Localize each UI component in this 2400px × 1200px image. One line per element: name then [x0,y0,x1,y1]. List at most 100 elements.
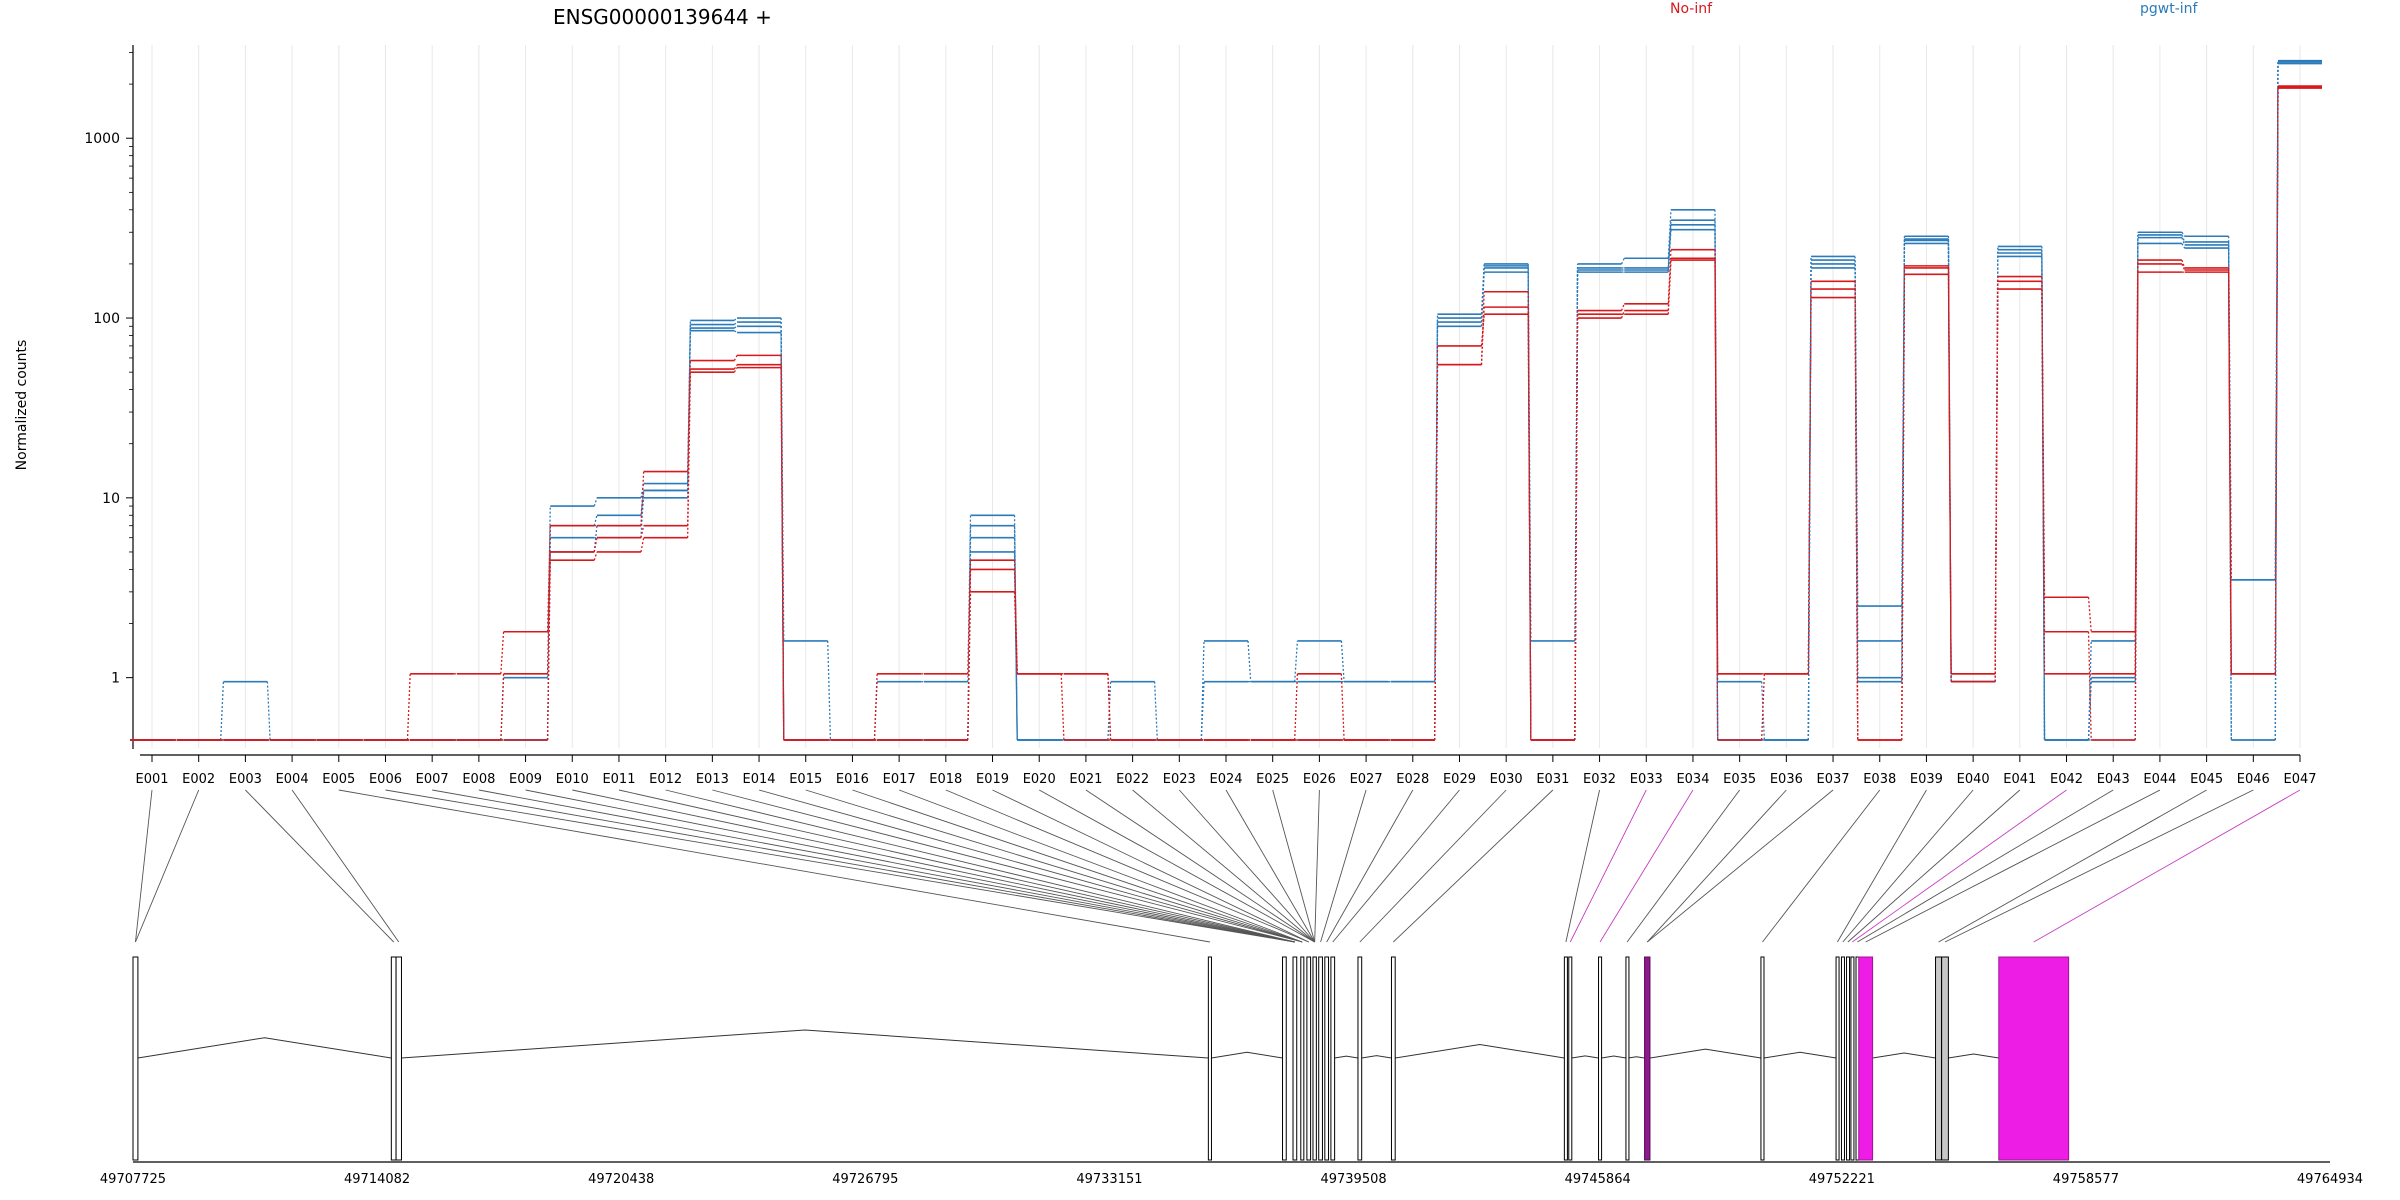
data-connector [1947,274,1952,674]
exon-label-e005: E005 [322,772,355,787]
data-connector [1620,310,1625,319]
exon-label-e010: E010 [556,772,589,787]
data-connector [640,537,645,553]
exon-connector-e033 [1569,789,1647,943]
data-connector [500,673,505,741]
data-connector [1994,281,1999,682]
data-connector [2087,681,2092,741]
exon-connector-e003 [245,789,395,943]
exon-box-14 [1390,956,1396,1161]
exon-label-e032: E032 [1583,772,1616,787]
connector-layer [135,789,2301,943]
exon-label-e039: E039 [1910,772,1943,787]
data-connector [1247,640,1252,682]
exon-label-e041: E041 [2003,772,2036,787]
data-connector [2181,234,2186,243]
data-connector [1714,258,1719,741]
data-connector [2181,237,2186,246]
exon-box-10 [1318,956,1323,1161]
exon-connector-e044 [1865,789,2161,943]
data-connector [2274,61,2279,741]
exon-label-e042: E042 [2050,772,2083,787]
exon-label-e029: E029 [1443,772,1476,787]
exon-connector-e002 [135,789,200,943]
y-axis-label: Normalized counts [14,340,30,471]
data-connector [640,483,645,498]
data-connector [2134,272,2139,674]
coordinate-layer: 49707725 49714082 49720438 49726795 49733151… [100,1161,2363,1187]
exon-box-21 [1835,956,1840,1161]
data-connector [1574,263,1579,641]
exon-box-26 [1858,956,1874,1161]
exon-connector-e040 [1842,789,1974,943]
exon-connector-e007 [432,789,1295,943]
data-connector [220,681,225,741]
data-connector [593,537,598,553]
y-tick-label: 1000 [84,131,120,147]
exon-connector-e001 [135,789,153,943]
data-connector [733,364,738,370]
y-tick-label: 100 [93,311,120,327]
data-connector [1480,267,1485,323]
exon-connector-e022 [1132,789,1315,943]
exon-box-19 [1644,956,1651,1161]
coordinate-tick-label: 49764934 [2297,1172,2363,1187]
exon-label-e047: E047 [2283,772,2316,787]
data-connector [1527,314,1532,741]
intron-line [1628,1056,1645,1059]
exon-connector-e031 [1393,789,1554,943]
data-connector [1620,303,1625,311]
exon-connector-e032 [1565,789,1601,943]
exon-box-13 [1357,956,1363,1161]
exon-connector-e014 [758,789,1303,943]
exon-label-e001: E001 [135,772,168,787]
exon-connector-e010 [572,789,1295,943]
data-connector [1107,673,1112,741]
exon-box-7 [1300,956,1305,1161]
intron-line [1211,1051,1283,1059]
legend-no-inf: No-inf [1670,1,1713,17]
data-connector [1667,249,1672,304]
exon-box-2 [390,956,397,1161]
exon-connector-e004 [291,789,400,943]
y-tick-label: 10 [102,491,120,507]
series-layer [130,59,2322,741]
exon-label-e027: E027 [1350,772,1383,787]
data-connector [1761,673,1765,741]
data-connector [640,471,645,526]
intron-line [401,1029,1209,1059]
exon-box-5 [1282,956,1287,1161]
exon-box-20 [1760,956,1765,1161]
data-connector [2087,597,2092,632]
exon-label-e028: E028 [1396,772,1429,787]
data-connector [1714,260,1719,674]
exon-label-e008: E008 [462,772,495,787]
exon-connector-e006 [385,789,1295,943]
legend-pgwt-inf: pgwt-inf [2140,1,2199,17]
exon-box-29 [1998,956,2070,1161]
data-connector [546,560,551,741]
data-connector [1340,640,1345,682]
exon-box-17 [1598,956,1603,1161]
y-tick-label: 1 [111,671,120,687]
data-connector [1294,640,1299,682]
exon-box-23 [1846,956,1851,1161]
exon-connector-e024 [1225,789,1316,943]
data-connector [1947,267,1952,682]
exon-connector-e039 [1837,789,1927,943]
data-connector [1340,673,1345,741]
exon-connector-e047 [2033,789,2301,943]
exon-connector-e034 [1599,789,1694,943]
exon-label-e011: E011 [602,772,635,787]
intron-line [1334,1055,1359,1059]
axes-layer [132,45,2300,756]
exon-connector-e012 [665,789,1295,943]
exon-connector-e016 [852,789,1303,943]
data-connector [827,640,832,741]
intron-line [1948,1053,1999,1059]
intron-line [1872,1052,1936,1059]
data-connector [1667,224,1672,271]
exon-connector-e042 [1851,789,2067,943]
exon-box-4 [1207,956,1212,1161]
exon-label-e022: E022 [1116,772,1149,787]
